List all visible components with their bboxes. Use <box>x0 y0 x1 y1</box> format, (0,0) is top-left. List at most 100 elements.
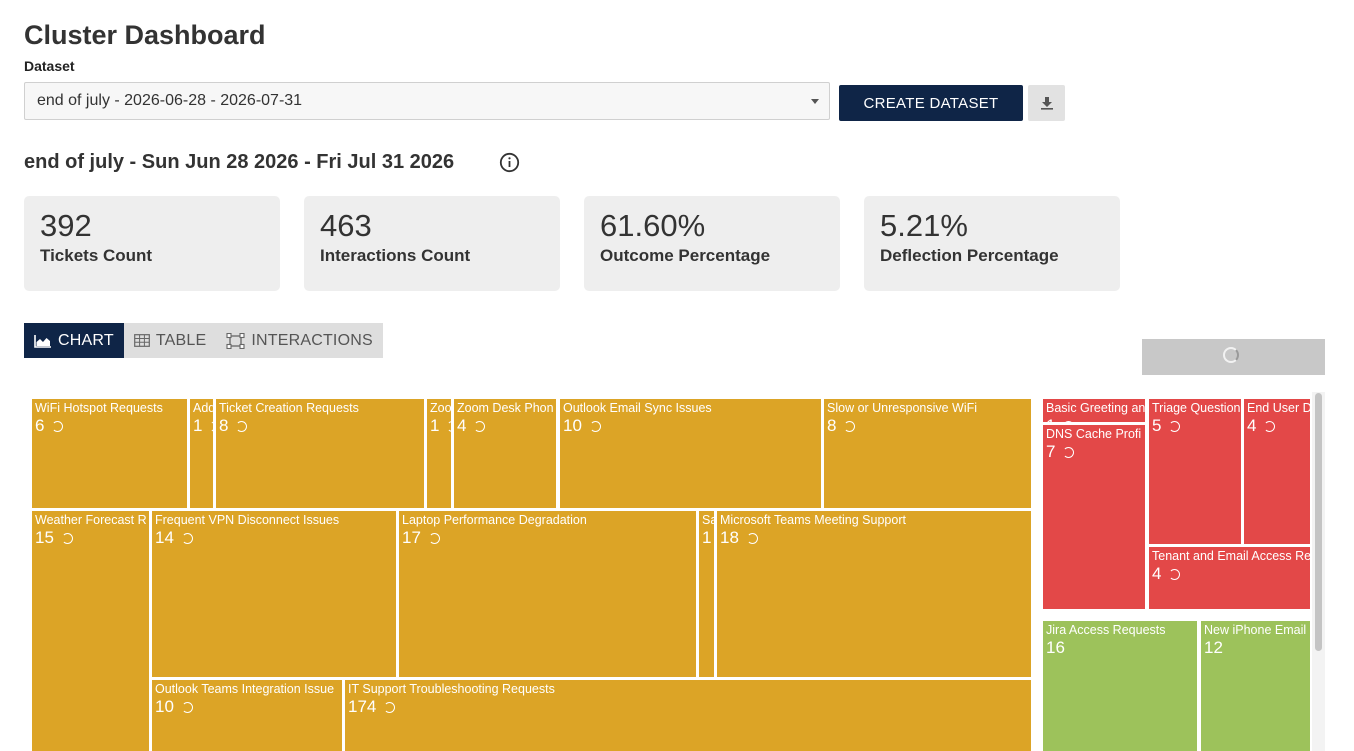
tile-count: 17 <box>402 528 440 548</box>
tile-label: Zoom Desk Phon <box>457 401 554 415</box>
tile-count: 1 <box>702 528 714 548</box>
tile-count-value: 1 <box>1046 416 1055 422</box>
tile-count: 14 <box>155 528 193 548</box>
loading-bar <box>1142 339 1325 375</box>
loading-spinner-icon <box>181 701 193 713</box>
loading-spinner-icon <box>52 420 64 432</box>
dataset-select[interactable]: end of july - 2026-06-28 - 2026-07-31 <box>24 82 830 120</box>
tile-label: IT Support Troubleshooting Requests <box>348 682 555 696</box>
tile-count: 4 <box>457 416 486 436</box>
info-icon[interactable] <box>499 152 520 173</box>
tile-count-value: 10 <box>563 416 582 435</box>
tab-interactions[interactable]: INTERACTIONS <box>216 323 383 358</box>
treemap-tile[interactable]: Weather Forecast R 15 <box>32 511 149 751</box>
loading-spinner-icon <box>1264 420 1276 432</box>
tile-label: DNS Cache Profi <box>1046 427 1142 441</box>
tab-table[interactable]: TABLE <box>123 323 217 358</box>
tile-count-value: 4 <box>1247 416 1257 435</box>
loading-spinner-icon <box>384 701 396 713</box>
tile-label: Outlook Email Sync Issues <box>563 401 712 415</box>
loading-spinner-icon <box>589 420 601 432</box>
treemap-tile[interactable]: Triage Question 5 <box>1149 399 1241 544</box>
scrollbar-thumb[interactable] <box>1315 393 1322 651</box>
tile-count: 15 <box>35 528 73 548</box>
tile-count-value: 1 <box>430 416 440 435</box>
page-title: Cluster Dashboard <box>24 20 266 50</box>
tile-count: 1 <box>430 416 451 436</box>
stat-card-outcome: 61.60% Outcome Percentage <box>584 196 840 291</box>
tile-count: 1 <box>193 416 213 436</box>
treemap-tile[interactable]: Sa 1 <box>699 511 714 677</box>
tile-count-value: 4 <box>457 416 467 435</box>
stat-label: Outcome Percentage <box>600 246 771 265</box>
dataset-label: Dataset <box>24 58 75 74</box>
tile-label: Microsoft Teams Meeting Support <box>720 513 906 527</box>
tile-count-value: 14 <box>155 528 174 547</box>
treemap-tile[interactable]: Outlook Email Sync Issues 10 <box>560 399 821 508</box>
treemap-tile[interactable]: Basic Greeting an1 <box>1043 399 1145 422</box>
tile-count: 5 <box>1152 416 1181 436</box>
create-dataset-button[interactable]: CREATE DATASET <box>839 85 1023 121</box>
treemap-tile[interactable]: Ticket Creation Requests 8 <box>216 399 424 508</box>
treemap-tile[interactable]: WiFi Hotspot Requests 6 <box>32 399 187 508</box>
tab-chart[interactable]: CHART <box>24 323 124 358</box>
tile-count-value: 18 <box>720 528 739 547</box>
loading-spinner-icon <box>1169 568 1181 580</box>
treemap-tile[interactable]: Outlook Teams Integration Issue 10 <box>152 680 342 751</box>
tile-count: 12 <box>1204 638 1223 658</box>
treemap-tile[interactable]: Zoom Desk Phon 4 <box>454 399 556 508</box>
tile-label: Basic Greeting an <box>1046 401 1145 415</box>
treemap-tile[interactable]: DNS Cache Profi 7 <box>1043 425 1145 609</box>
tile-count-value: 8 <box>219 416 229 435</box>
tile-count-value: 17 <box>402 528 421 547</box>
loading-spinner-icon <box>428 532 440 544</box>
tile-count: 16 <box>1046 638 1065 658</box>
download-button[interactable] <box>1028 85 1065 121</box>
tile-count-value: 15 <box>35 528 54 547</box>
stat-card-deflection: 5.21% Deflection Percentage <box>864 196 1120 291</box>
stat-label: Interactions Count <box>320 246 471 265</box>
loading-spinner-icon <box>61 532 73 544</box>
stat-value: 392 <box>40 208 92 243</box>
tile-label: Tenant and Email Access Re <box>1152 549 1310 563</box>
loading-spinner-icon <box>210 420 213 432</box>
dataset-subtitle: end of july - Sun Jun 28 2026 - Fri Jul … <box>24 151 455 173</box>
treemap-tile[interactable]: Laptop Performance Degradation 17 <box>399 511 696 677</box>
tile-count: 4 <box>1152 564 1181 584</box>
tile-count-value: 6 <box>35 416 45 435</box>
tile-count: 4 <box>1247 416 1276 436</box>
tile-label: Weather Forecast R <box>35 513 147 527</box>
loading-spinner-icon <box>746 532 758 544</box>
stat-label: Deflection Percentage <box>880 246 1059 265</box>
tile-label: Frequent VPN Disconnect Issues <box>155 513 340 527</box>
tile-count-value: 5 <box>1152 416 1162 435</box>
tile-count-value: 4 <box>1152 564 1162 583</box>
treemap-tile[interactable]: Frequent VPN Disconnect Issues 14 <box>152 511 396 677</box>
stat-card-interactions: 463 Interactions Count <box>304 196 560 291</box>
tab-label: TABLE <box>155 331 207 349</box>
download-icon <box>1040 97 1053 110</box>
treemap-tile[interactable]: Zoo 1 <box>427 399 451 508</box>
stat-card-tickets: 392 Tickets Count <box>24 196 280 291</box>
tile-label: Jira Access Requests <box>1046 623 1166 637</box>
tile-count-value: 174 <box>348 697 377 716</box>
tile-count: 10 <box>155 697 193 717</box>
treemap-tile[interactable]: IT Support Troubleshooting Requests 174 <box>345 680 1031 751</box>
treemap-tile[interactable]: New iPhone Email 12 <box>1201 621 1310 751</box>
treemap-tile[interactable]: Add 1 <box>190 399 213 508</box>
tile-label: WiFi Hotspot Requests <box>35 401 163 415</box>
treemap-tile[interactable]: Slow or Unresponsive WiFi 8 <box>824 399 1031 508</box>
tile-count: 8 <box>219 416 248 436</box>
tile-count-value: 7 <box>1046 442 1056 461</box>
table-icon <box>133 334 150 347</box>
loading-spinner-icon <box>236 420 248 432</box>
stat-value: 5.21% <box>880 208 968 243</box>
treemap-tile[interactable]: Tenant and Email Access Re 4 <box>1149 547 1310 609</box>
caret-down-icon <box>811 99 819 104</box>
treemap-tile[interactable]: Microsoft Teams Meeting Support 18 <box>717 511 1031 677</box>
loading-spinner-icon <box>181 532 193 544</box>
treemap-tile[interactable]: Jira Access Requests 16 <box>1043 621 1197 751</box>
loading-spinner-icon <box>447 420 451 432</box>
tile-count: 8 <box>827 416 856 436</box>
